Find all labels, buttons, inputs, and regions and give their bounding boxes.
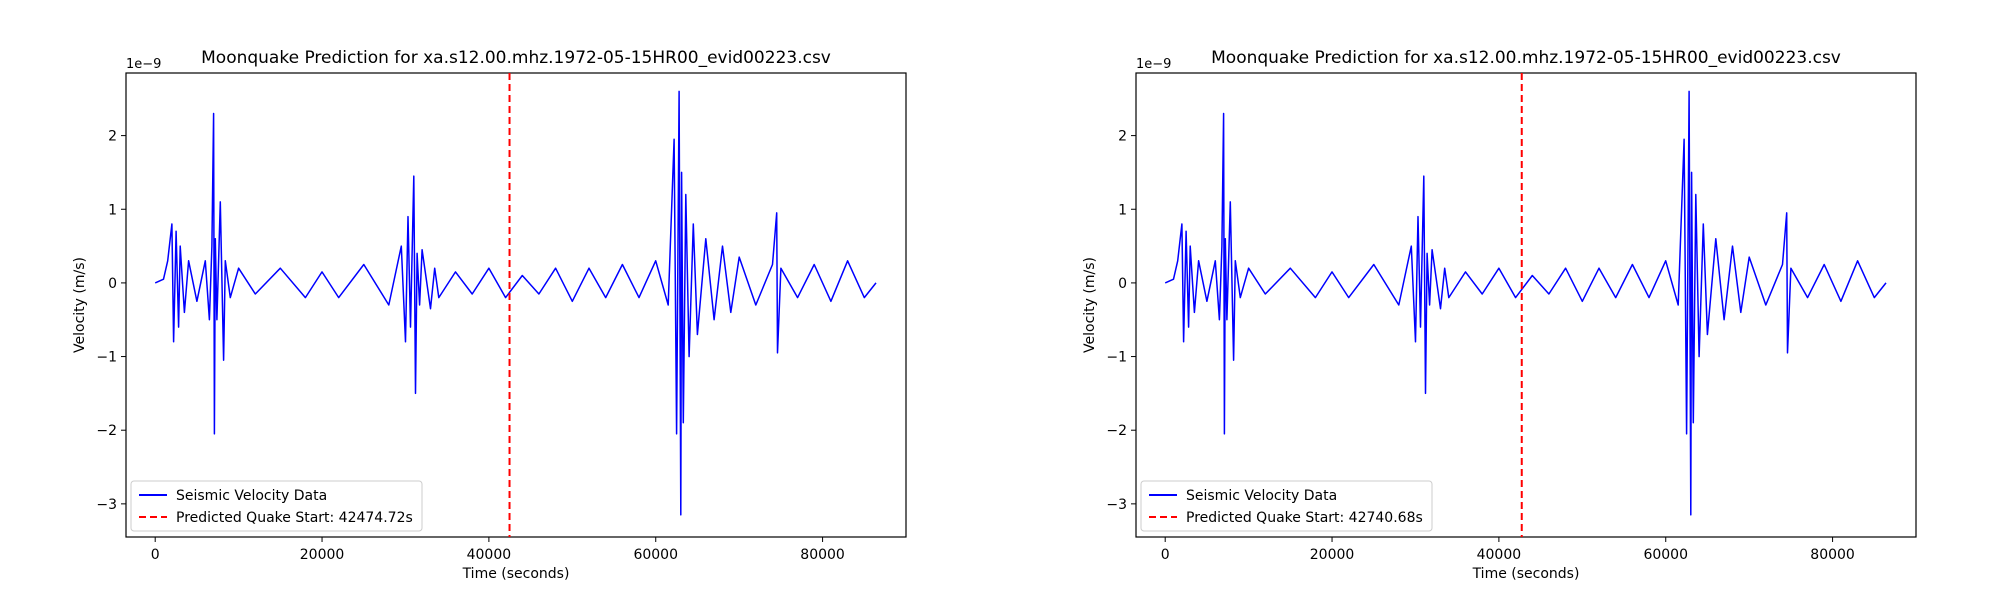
seismic-velocity-line: [154, 90, 877, 516]
legend-label-signal: Seismic Velocity Data: [1186, 488, 1337, 504]
legend-box: [130, 480, 423, 532]
y-axis: −3 −2 −1 0 1 2 Velocity (m/s): [1082, 129, 1136, 513]
legend-label-prediction: Predicted Quake Start: 42740.68s: [1186, 510, 1423, 526]
chart-right: Moonquake Prediction for xa.s12.00.mhz.1…: [1082, 48, 1917, 582]
plot-area: [1135, 72, 1917, 538]
y-axis: −3 −2 −1 0 1 2 Velocity (m/s): [72, 129, 126, 513]
y-axis-label: Velocity (m/s): [1082, 257, 1098, 353]
x-tick-label: 80000: [1810, 547, 1855, 563]
y-tick-label: −3: [1106, 497, 1127, 513]
y-ticks: −3 −2 −1 0 1 2: [1106, 129, 1136, 513]
legend-box: [1140, 480, 1433, 532]
y-tick-label: 0: [108, 276, 117, 292]
x-tick-label: 20000: [300, 547, 345, 563]
x-axis: 0 20000 40000 60000 80000 Time (seconds): [151, 537, 845, 582]
legend-label-prediction: Predicted Quake Start: 42474.72s: [176, 510, 413, 526]
signal-group: [1164, 90, 1887, 516]
x-ticks: 0 20000 40000 60000 80000: [151, 537, 845, 563]
plot-frame: [125, 72, 907, 538]
y-tick-label: −2: [1106, 423, 1127, 439]
x-axis-label: Time (seconds): [462, 566, 570, 582]
x-tick-label: 60000: [633, 547, 678, 563]
x-axis: 0 20000 40000 60000 80000 Time (seconds): [1161, 537, 1855, 582]
chart-title: Moonquake Prediction for xa.s12.00.mhz.1…: [201, 48, 831, 68]
signal-group: [154, 90, 877, 516]
chart-left: Moonquake Prediction for xa.s12.00.mhz.1…: [72, 48, 907, 582]
y-offset-label: 1e−9: [1136, 57, 1171, 72]
x-tick-label: 60000: [1643, 547, 1688, 563]
x-tick-label: 20000: [1310, 547, 1355, 563]
y-tick-label: 0: [1118, 276, 1127, 292]
x-tick-label: 40000: [467, 547, 512, 563]
chart-title: Moonquake Prediction for xa.s12.00.mhz.1…: [1211, 48, 1841, 68]
x-tick-label: 0: [1161, 547, 1170, 563]
y-tick-label: −2: [96, 423, 117, 439]
legend: Seismic Velocity Data Predicted Quake St…: [130, 480, 423, 532]
x-tick-label: 80000: [800, 547, 845, 563]
plot-frame: [1135, 72, 1917, 538]
y-tick-label: 2: [108, 129, 117, 145]
plot-area: [125, 72, 907, 538]
legend-label-signal: Seismic Velocity Data: [176, 488, 327, 504]
y-tick-label: −1: [1106, 350, 1127, 366]
x-ticks: 0 20000 40000 60000 80000: [1161, 537, 1855, 563]
y-axis-label: Velocity (m/s): [72, 257, 88, 353]
y-tick-label: 1: [1118, 202, 1127, 218]
y-ticks: −3 −2 −1 0 1 2: [96, 129, 126, 513]
seismic-velocity-line: [1164, 90, 1887, 516]
x-axis-label: Time (seconds): [1472, 566, 1580, 582]
y-tick-label: 2: [1118, 129, 1127, 145]
legend: Seismic Velocity Data Predicted Quake St…: [1140, 480, 1433, 532]
x-tick-label: 0: [151, 547, 160, 563]
x-tick-label: 40000: [1477, 547, 1522, 563]
y-tick-label: 1: [108, 202, 117, 218]
y-tick-label: −1: [96, 350, 117, 366]
y-offset-label: 1e−9: [126, 57, 161, 72]
y-tick-label: −3: [96, 497, 117, 513]
